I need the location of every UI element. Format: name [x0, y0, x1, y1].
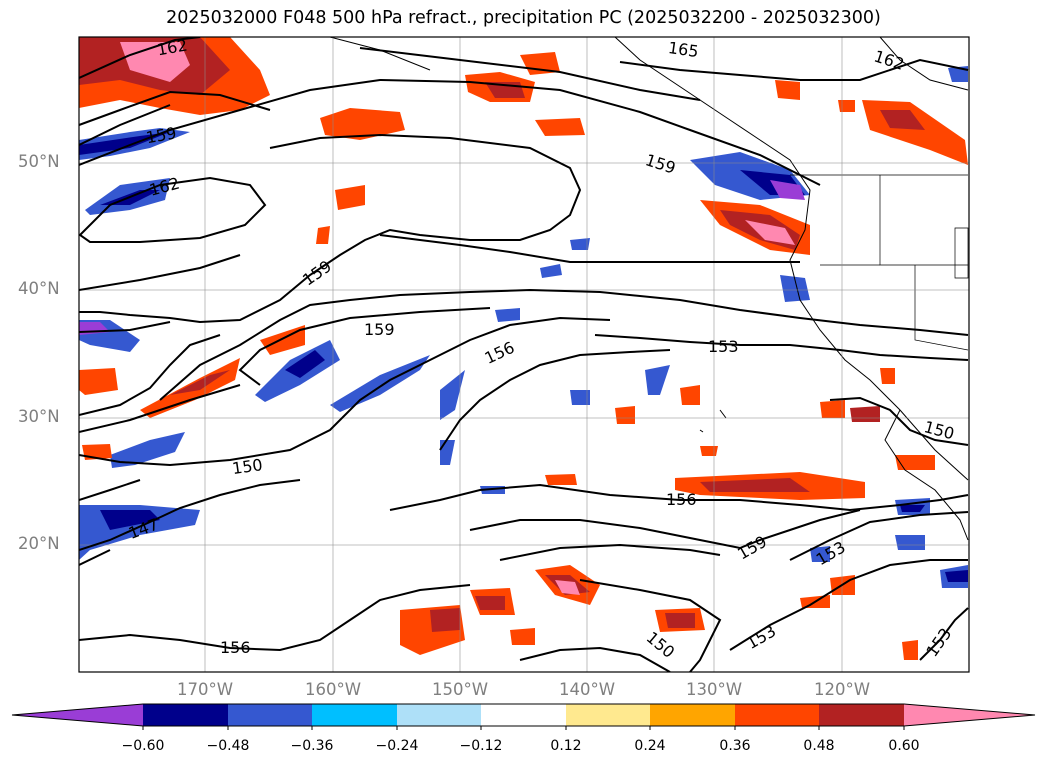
- contour-label: 165: [667, 38, 700, 61]
- contour-label: 156: [666, 490, 697, 509]
- contour-label: 153: [708, 337, 739, 356]
- map-frame: [78, 36, 970, 673]
- height-contours: [79, 37, 969, 672]
- colorbar-segments: [11, 703, 1036, 730]
- colorbar-tick-label: −0.36: [290, 738, 334, 754]
- lon-label: 160°W: [304, 680, 362, 699]
- graticule: [79, 37, 969, 672]
- colorbar-tick-label: −0.48: [206, 738, 250, 754]
- colorbar-tick-label: −0.60: [121, 738, 165, 754]
- colorbar-segment: [566, 704, 650, 726]
- colorbar-extend-low: [12, 704, 143, 726]
- colorbar-tick-label: 0.24: [634, 738, 666, 754]
- lat-label: 50°N: [18, 152, 60, 171]
- colorbar-tick-label: 0.60: [888, 738, 920, 754]
- colorbar-segment: [228, 704, 312, 726]
- lat-label: 40°N: [18, 279, 60, 298]
- contour-label: 159: [364, 320, 395, 339]
- colorbar-tick-label: 0.36: [719, 738, 751, 754]
- colorbar-segment: [735, 704, 819, 726]
- colorbar-segment: [143, 704, 228, 726]
- lon-label: 120°W: [813, 680, 871, 699]
- map-title: 2025032000 F048 500 hPa refract., precip…: [166, 8, 881, 28]
- colorbar-extend-high: [904, 704, 1035, 726]
- lat-label: 30°N: [18, 407, 60, 426]
- colorbar-tick-label: −0.12: [459, 738, 503, 754]
- colorbar-segment: [650, 704, 735, 726]
- lon-label: 150°W: [431, 680, 489, 699]
- lon-label: 140°W: [558, 680, 616, 699]
- lon-label: 170°W: [176, 680, 234, 699]
- colorbar-segment: [312, 704, 397, 726]
- contour-label: 156: [220, 638, 251, 657]
- colorbar-segment: [397, 704, 481, 726]
- colorbar-tick-label: 0.12: [550, 738, 582, 754]
- contour-label: 150: [231, 455, 264, 478]
- colorbar-tick-label: −0.24: [375, 738, 419, 754]
- coastlines: [329, 37, 969, 541]
- colorbar-segment: [819, 704, 904, 726]
- lon-label: 130°W: [685, 680, 743, 699]
- colorbar-segment: [481, 704, 566, 726]
- colorbar-tick-label: 0.48: [803, 738, 835, 754]
- lat-label: 20°N: [18, 534, 60, 553]
- map-background: [79, 37, 969, 672]
